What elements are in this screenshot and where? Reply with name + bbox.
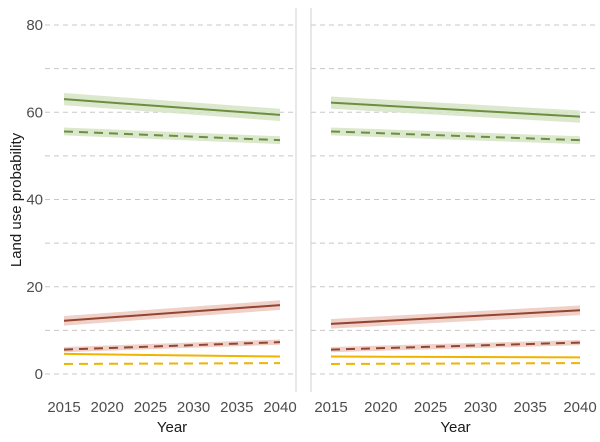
x-tick-label: 2040 — [563, 399, 596, 416]
x-tick-label: 2020 — [91, 399, 124, 416]
x-tick-label: 2015 — [47, 399, 80, 416]
x-tick-label: 2035 — [220, 399, 253, 416]
y-tick-label: 80 — [26, 17, 43, 34]
x-tick-label: 2040 — [263, 399, 296, 416]
x-tick-label: 2030 — [464, 399, 497, 416]
x-tick-label: 2035 — [514, 399, 547, 416]
series-line — [63, 304, 281, 322]
panels: 2015 2020 2025 2030 2035 2040 Year 2015 2020 2025… — [45, 8, 597, 436]
y-axis-title: Land use probability — [8, 132, 25, 267]
series-line — [63, 98, 281, 116]
y-axis: 0 20 40 60 80 — [26, 17, 43, 383]
panel-1: 2015 2020 2025 2030 2035 2040 Year — [45, 8, 297, 436]
x-tick-label: 2020 — [364, 399, 397, 416]
y-tick-label: 0 — [35, 366, 43, 383]
series-line — [330, 130, 581, 142]
series-line — [63, 352, 281, 358]
series-line — [330, 355, 581, 359]
series-line — [330, 341, 581, 351]
series-line — [330, 309, 581, 325]
x-axis-title: Year — [440, 419, 470, 436]
series-line — [330, 101, 581, 118]
panel-2: 2015 2020 2025 2030 2035 2040 Year — [310, 8, 597, 436]
series-line — [63, 341, 281, 351]
series-line — [63, 362, 281, 365]
series-line — [330, 362, 581, 365]
x-tick-label: 2025 — [134, 399, 167, 416]
series-line — [63, 130, 281, 142]
x-tick-label: 2030 — [177, 399, 210, 416]
x-axis-title: Year — [157, 419, 187, 436]
x-tick-label: 2015 — [314, 399, 347, 416]
y-tick-label: 20 — [26, 279, 43, 296]
y-tick-label: 60 — [26, 104, 43, 121]
x-tick-label: 2025 — [414, 399, 447, 416]
y-tick-label: 40 — [26, 192, 43, 209]
